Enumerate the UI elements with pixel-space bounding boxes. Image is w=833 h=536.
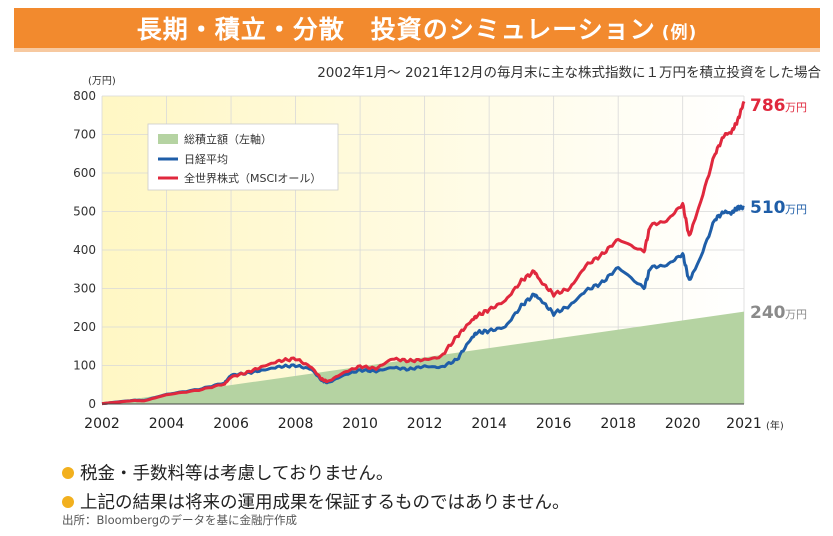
note-item: 上記の結果は将来の運用成果を保証するものではありません。 <box>62 489 569 514</box>
legend-label-accumulated: 総積立額（左軸） <box>184 132 272 146</box>
legend: 総積立額（左軸） 日経平均 全世界株式（MSCIオール） <box>147 123 339 191</box>
page-title: 長期・積立・分散 投資のシミュレーション (例) <box>136 15 698 44</box>
x-tick-label: 2018 <box>600 416 636 432</box>
x-tick-label: 2008 <box>278 416 314 432</box>
y-tick-label: 500 <box>73 205 96 219</box>
accumulated-area <box>102 311 744 404</box>
legend-box <box>147 123 339 191</box>
end-label-world: 786 万円 <box>750 96 807 116</box>
world-stock-line <box>101 100 746 406</box>
y-tick-label: 0 <box>88 397 96 411</box>
bullet-icon <box>62 466 74 479</box>
end-label-accumulated-value: 240 <box>750 303 786 323</box>
y-tick-label: 600 <box>73 166 96 180</box>
end-label-world-unit: 万円 <box>785 101 807 114</box>
y-tick-label: 100 <box>73 359 96 373</box>
y-tick-labels: 0 100 200 300 400 500 600 700 800 <box>73 89 96 411</box>
x-tick-label: 2012 <box>407 416 443 432</box>
end-label-nikkei: 510 万円 <box>750 198 807 218</box>
legend-label-world: 全世界株式（MSCIオール） <box>184 171 321 185</box>
x-tick-label: 2020 <box>665 416 701 432</box>
x-tick-label: 2006 <box>213 416 249 432</box>
note-item: 税金・手数料等は考慮しておりません。 <box>62 460 569 485</box>
y-tick-label: 700 <box>73 128 96 142</box>
source-note: 出所：Bloombergのデータを基に金融庁作成 <box>62 513 298 527</box>
x-tick-label: 2002 <box>84 416 120 432</box>
x-tick-label: 2014 <box>471 416 507 432</box>
x-tick-labels: 2002 2004 2006 2008 2010 2012 2014 2016 2018 2020… <box>84 416 762 432</box>
y-tick-label: 800 <box>73 89 96 103</box>
end-label-accumulated: 240 万円 <box>750 303 807 323</box>
notes: 税金・手数料等は考慮しておりません。 上記の結果は将来の運用成果を保証するもので… <box>62 460 569 518</box>
legend-label-nikkei: 日経平均 <box>184 153 228 166</box>
x-axis-unit: (年) <box>766 419 784 432</box>
chart-subtitle: 2002年1月～ 2021年12月の毎月末に主な株式指数に１万円を積立投資をした… <box>317 65 821 81</box>
y-tick-label: 400 <box>73 243 96 257</box>
title-banner: 長期・積立・分散 投資のシミュレーション (例) <box>14 8 820 52</box>
x-tick-label: 2016 <box>536 416 572 432</box>
x-tick-label: 2021 <box>726 416 762 432</box>
end-label-accumulated-unit: 万円 <box>785 308 807 321</box>
legend-swatch-accumulated <box>158 134 178 144</box>
bullet-icon <box>62 495 74 508</box>
y-tick-label: 300 <box>73 282 96 296</box>
end-label-nikkei-value: 510 <box>750 198 786 218</box>
x-tick-label: 2004 <box>149 416 185 432</box>
end-label-nikkei-unit: 万円 <box>785 203 807 216</box>
end-label-world-value: 786 <box>750 96 786 116</box>
y-tick-label: 200 <box>73 320 96 334</box>
y-axis-unit: (万円) <box>88 76 116 87</box>
x-tick-label: 2010 <box>342 416 378 432</box>
